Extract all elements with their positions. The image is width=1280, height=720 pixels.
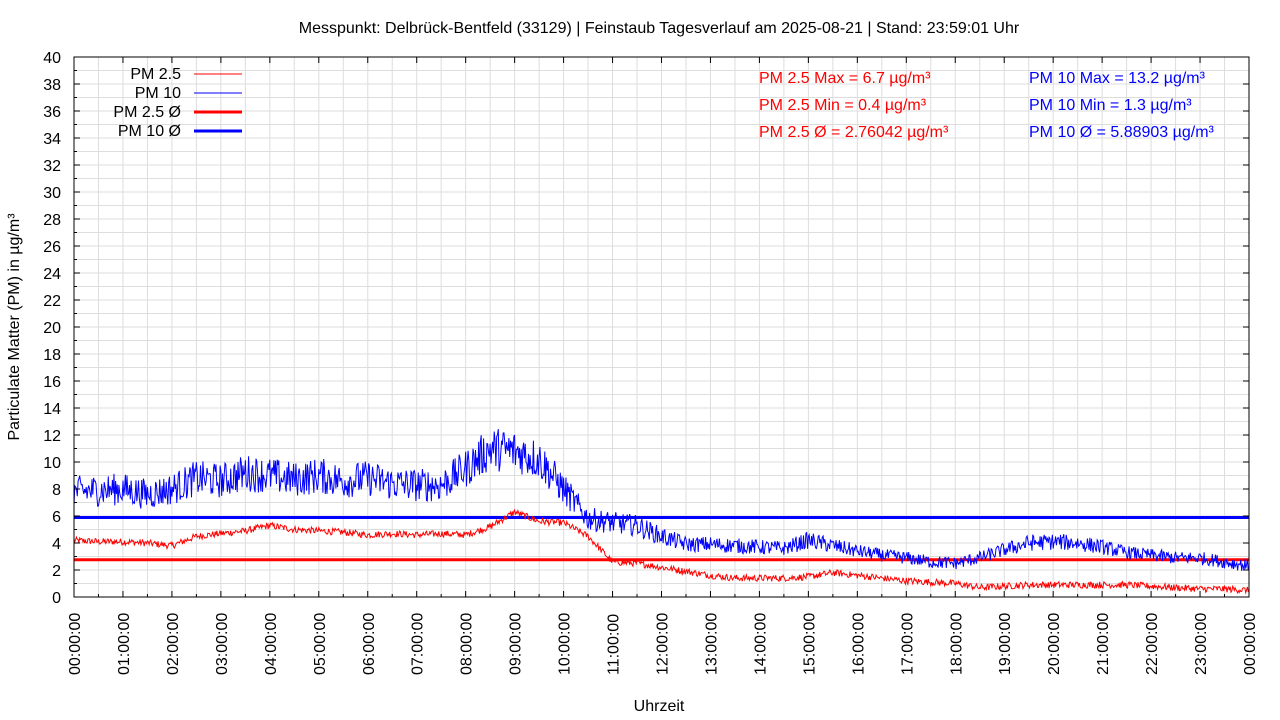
x-tick-label: 03:00:00 (214, 613, 231, 675)
x-tick-label: 00:00:00 (1242, 613, 1259, 675)
legend: PM 2.5 PM 10 PM 2.5 Ø PM 10 Ø (113, 66, 242, 140)
x-axis-label: Uhrzeit (634, 698, 685, 715)
y-tick-label: 12 (43, 428, 61, 445)
y-tick-label: 10 (43, 455, 61, 472)
x-tick-label: 09:00:00 (508, 613, 525, 675)
y-tick-label: 26 (43, 239, 61, 256)
x-tick-label: 17:00:00 (899, 613, 916, 675)
x-tick-label: 07:00:00 (410, 613, 427, 675)
x-tick-label: 18:00:00 (948, 613, 965, 675)
x-tick-label: 22:00:00 (1144, 613, 1161, 675)
y-tick-label: 24 (43, 266, 61, 283)
y-tick-label: 2 (52, 563, 61, 580)
x-tick-label: 11:00:00 (606, 614, 623, 675)
x-tick-label: 02:00:00 (165, 613, 182, 675)
series-line-pm25 (73, 508, 1250, 595)
ticks: 024681012141618202224262830323436384000:… (43, 50, 1259, 675)
y-tick-label: 14 (43, 401, 61, 418)
y-tick-label: 32 (43, 158, 61, 175)
x-tick-label: 19:00:00 (997, 613, 1014, 675)
pm10-min: PM 10 Min = 1.3 µg/m³ (1029, 97, 1192, 114)
y-tick-label: 34 (43, 131, 61, 148)
x-tick-label: 21:00:00 (1095, 613, 1112, 675)
legend-label-pm10: PM 10 (135, 85, 181, 102)
grid (73, 56, 1250, 598)
y-tick-label: 18 (43, 347, 61, 364)
x-tick-label: 10:00:00 (557, 613, 574, 675)
x-tick-label: 16:00:00 (850, 613, 867, 675)
average-lines (74, 515, 1249, 562)
x-tick-label: 04:00:00 (263, 613, 280, 675)
x-tick-label: 01:00:00 (116, 613, 133, 675)
x-tick-label: 00:00:00 (67, 613, 84, 675)
y-axis-label: Particulate Matter (PM) in µg/m³ (6, 213, 23, 441)
legend-label-pm25-avg: PM 2.5 Ø (113, 104, 181, 121)
x-tick-label: 20:00:00 (1046, 613, 1063, 675)
y-tick-label: 16 (43, 374, 61, 391)
y-tick-label: 6 (52, 509, 61, 526)
pm25-avg: PM 2.5 Ø = 2.76042 µg/m³ (759, 124, 949, 141)
x-tick-label: 13:00:00 (703, 613, 720, 675)
legend-label-pm25: PM 2.5 (130, 66, 181, 83)
series-line-pm10 (73, 429, 1250, 571)
y-tick-label: 4 (52, 536, 61, 553)
y-tick-label: 8 (52, 482, 61, 499)
y-tick-label: 0 (52, 590, 61, 607)
chart-title: Messpunkt: Delbrück-Bentfeld (33129) | F… (299, 20, 1020, 37)
x-tick-label: 23:00:00 (1193, 613, 1210, 675)
y-tick-label: 22 (43, 293, 61, 310)
x-tick-label: 12:00:00 (655, 613, 672, 675)
y-tick-label: 30 (43, 185, 61, 202)
y-tick-label: 38 (43, 77, 61, 94)
y-tick-label: 20 (43, 320, 61, 337)
x-tick-label: 05:00:00 (312, 613, 329, 675)
pm10-max: PM 10 Max = 13.2 µg/m³ (1029, 70, 1206, 87)
legend-label-pm10-avg: PM 10 Ø (118, 123, 181, 140)
y-tick-label: 40 (43, 50, 61, 67)
pm10-avg: PM 10 Ø = 5.88903 µg/m³ (1029, 124, 1215, 141)
stats-annotations: PM 2.5 Max = 6.7 µg/m³ PM 2.5 Min = 0.4 … (759, 70, 1215, 141)
series-lines (73, 429, 1250, 595)
pm25-min: PM 2.5 Min = 0.4 µg/m³ (759, 97, 927, 114)
x-tick-label: 08:00:00 (459, 613, 476, 675)
pm25-max: PM 2.5 Max = 6.7 µg/m³ (759, 70, 931, 87)
y-tick-label: 36 (43, 104, 61, 121)
x-tick-label: 14:00:00 (752, 613, 769, 675)
x-tick-label: 06:00:00 (361, 613, 378, 675)
y-tick-label: 28 (43, 212, 61, 229)
x-tick-label: 15:00:00 (801, 613, 818, 675)
